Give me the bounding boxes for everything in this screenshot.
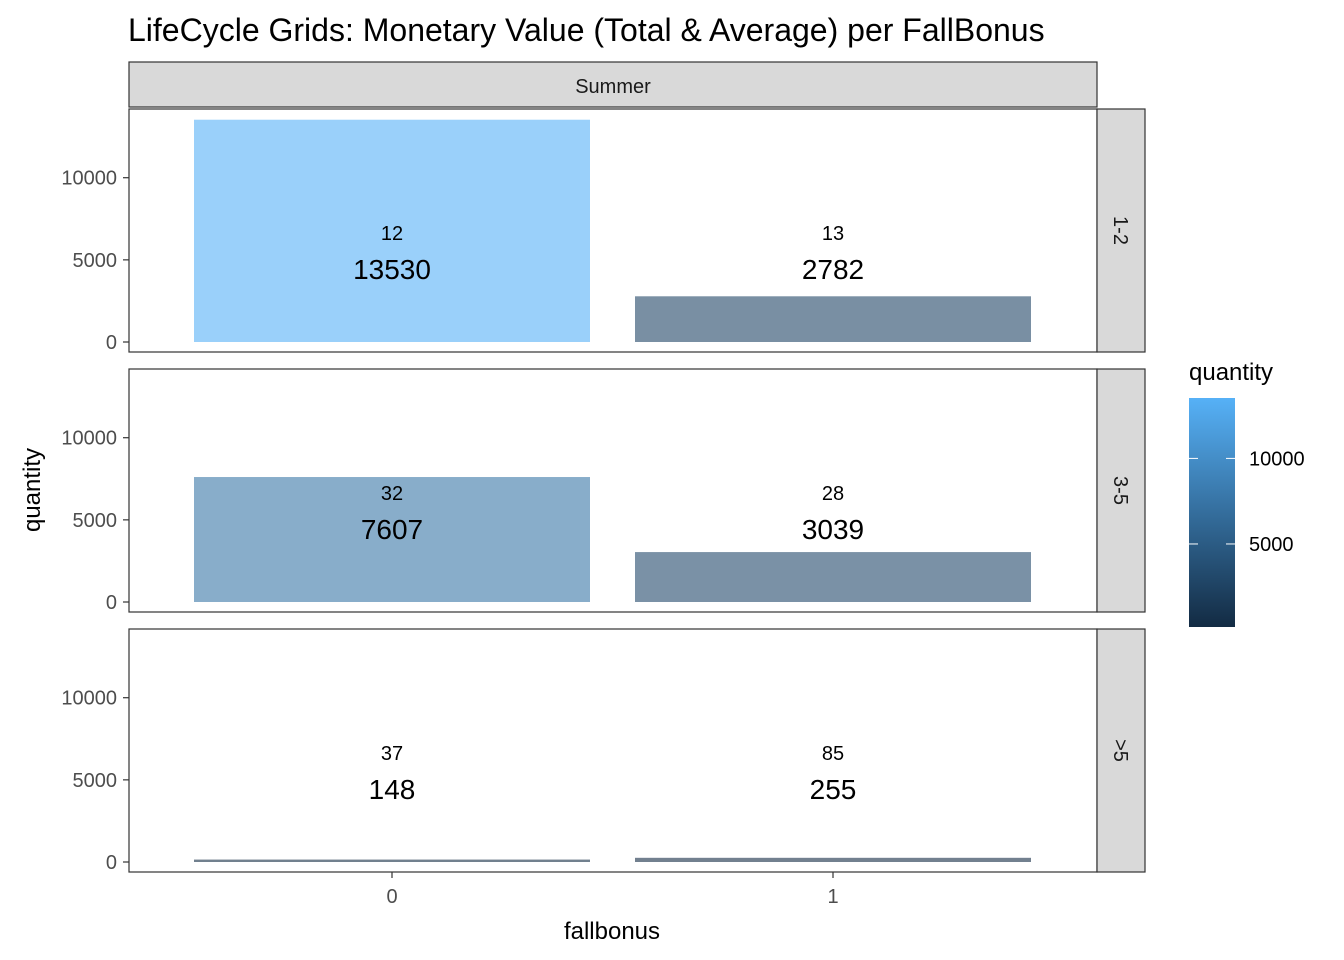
row-strip [1096,368,1146,613]
count-label: 13 [822,223,844,245]
bar [635,296,1031,342]
y-tick-label: 0 [106,592,117,614]
row-strip-label: 3-5 [1109,476,1131,505]
count-label: 37 [381,743,403,765]
x-tick-label: 0 [386,886,397,908]
bar [635,857,1031,862]
y-tick-label: 0 [106,332,117,354]
bar-value-label: 3039 [802,514,864,545]
bar [194,119,590,342]
bar-value-label: 13530 [353,254,431,285]
y-tick-label: 10000 [61,688,117,710]
facet-panel-1: 0 5000 10000 12 13530 13 2782 1-2 [61,108,1146,354]
bar [194,859,590,862]
panel-border [128,628,1098,873]
y-tick-label: 5000 [73,770,118,792]
legend-colorbar [1189,398,1235,627]
x-tick-label: 1 [827,886,838,908]
y-tick-label: 10000 [61,428,117,450]
count-label: 12 [381,223,403,245]
count-label: 85 [822,743,844,765]
bar [635,552,1031,602]
color-legend: quantity 5000 10000 [1189,359,1305,627]
legend-title: quantity [1189,359,1273,386]
bar-value-label: 2782 [802,254,864,285]
legend-tick-label: 5000 [1249,534,1294,556]
bar-value-label: 7607 [361,514,423,545]
row-strip [1096,628,1146,873]
count-label: 32 [381,483,403,505]
facet-panels: Summer050001000012135301327821-205000100… [61,61,1146,908]
row-strip-label: 1-2 [1109,216,1131,245]
facet-panel-3: 0 5000 10000 37 148 85 255 >5 [61,628,1146,874]
count-label: 28 [822,483,844,505]
bar-value-label: 148 [369,774,416,805]
column-strip-label: Summer [575,76,651,98]
column-strip [128,61,1098,108]
legend-tick-label: 10000 [1249,448,1305,470]
chart-title: LifeCycle Grids: Monetary Value (Total &… [128,12,1045,48]
y-tick-label: 0 [106,852,117,874]
y-tick-label: 5000 [73,250,118,272]
bar [194,477,590,602]
bar-value-label: 255 [810,774,857,805]
y-tick-label: 5000 [73,510,118,532]
row-strip [1096,108,1146,353]
row-strip-label: >5 [1109,739,1131,762]
x-axis-title: fallbonus [564,918,660,945]
facet-panel-2: 0 5000 10000 32 7607 28 3039 3-5 [61,368,1146,614]
y-axis-title: quantity [19,448,46,532]
y-tick-label: 10000 [61,168,117,190]
